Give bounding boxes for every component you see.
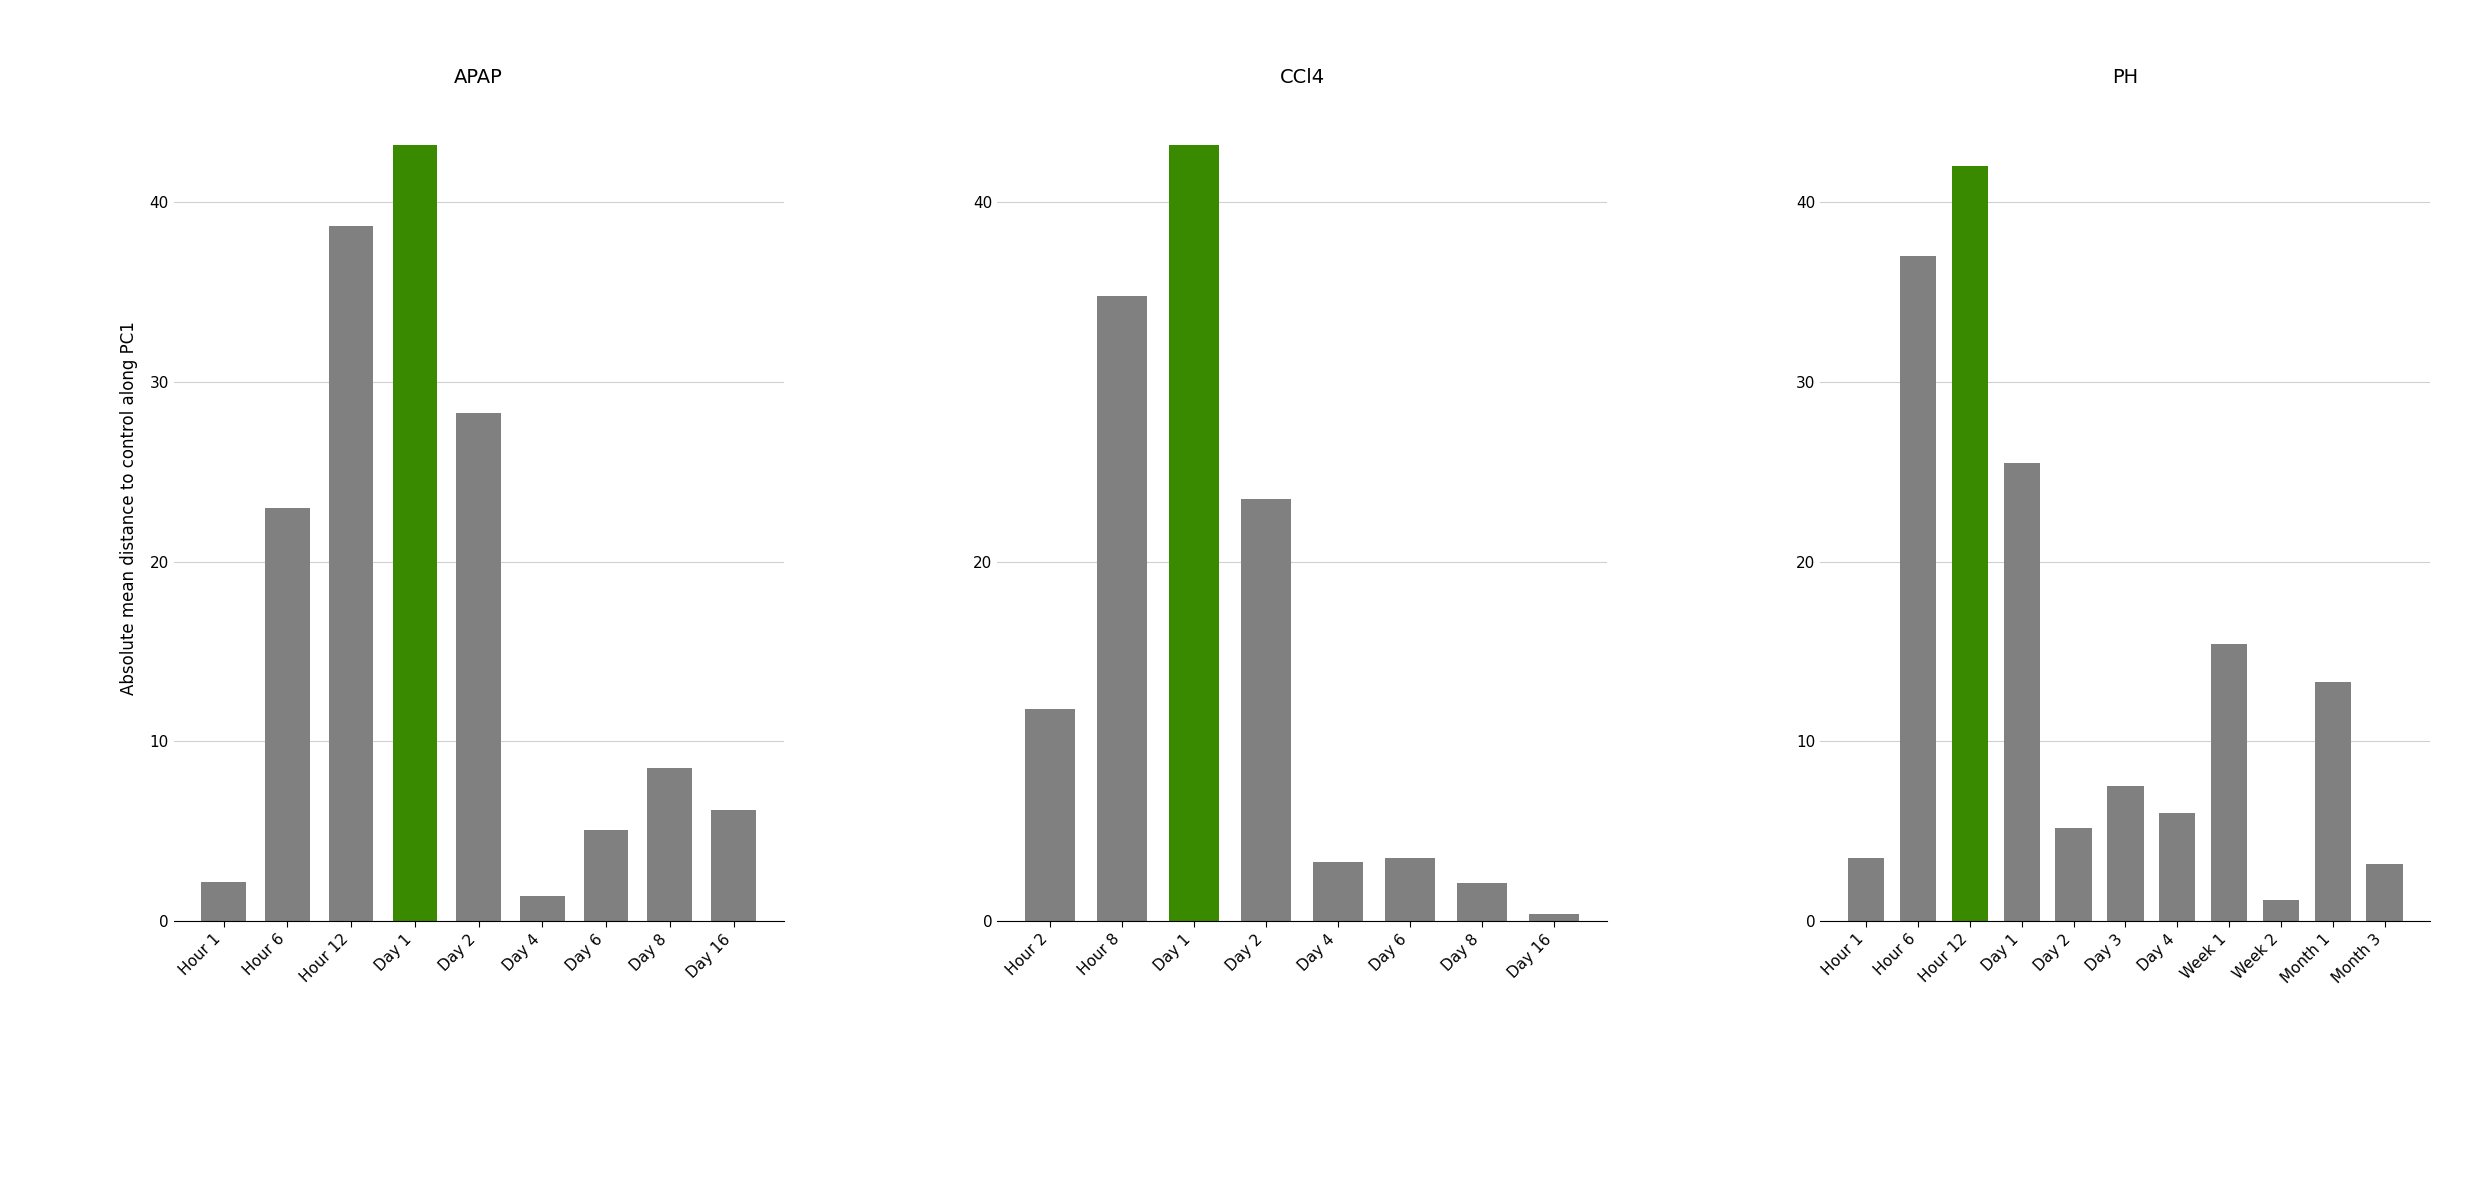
Title: CCl4: CCl4 <box>1280 68 1324 87</box>
Bar <box>647 769 692 921</box>
Bar <box>1848 859 1885 921</box>
Bar <box>2212 645 2247 921</box>
Bar <box>583 829 627 921</box>
Bar <box>1312 862 1364 921</box>
Bar <box>1096 295 1148 921</box>
Bar <box>2108 787 2143 921</box>
Y-axis label: Absolute mean distance to control along PC1: Absolute mean distance to control along … <box>119 321 139 694</box>
Title: PH: PH <box>2113 68 2138 87</box>
Bar <box>2056 828 2091 921</box>
Bar <box>2160 814 2195 921</box>
Bar <box>712 810 756 921</box>
Bar <box>1900 256 1937 921</box>
Bar <box>2314 683 2351 921</box>
Bar <box>1456 883 1508 921</box>
Bar <box>1240 498 1292 921</box>
Bar <box>2004 463 2041 921</box>
Bar <box>521 896 565 921</box>
Title: APAP: APAP <box>454 68 503 87</box>
Bar <box>330 226 374 921</box>
Bar <box>1952 167 1989 921</box>
Bar <box>2262 900 2299 921</box>
Bar <box>392 145 436 921</box>
Bar <box>1168 145 1220 921</box>
Bar <box>1528 914 1580 921</box>
Bar <box>1024 709 1076 921</box>
Bar <box>201 882 246 921</box>
Bar <box>265 508 310 921</box>
Bar <box>1384 859 1436 921</box>
Bar <box>456 412 501 921</box>
Bar <box>2366 863 2403 921</box>
